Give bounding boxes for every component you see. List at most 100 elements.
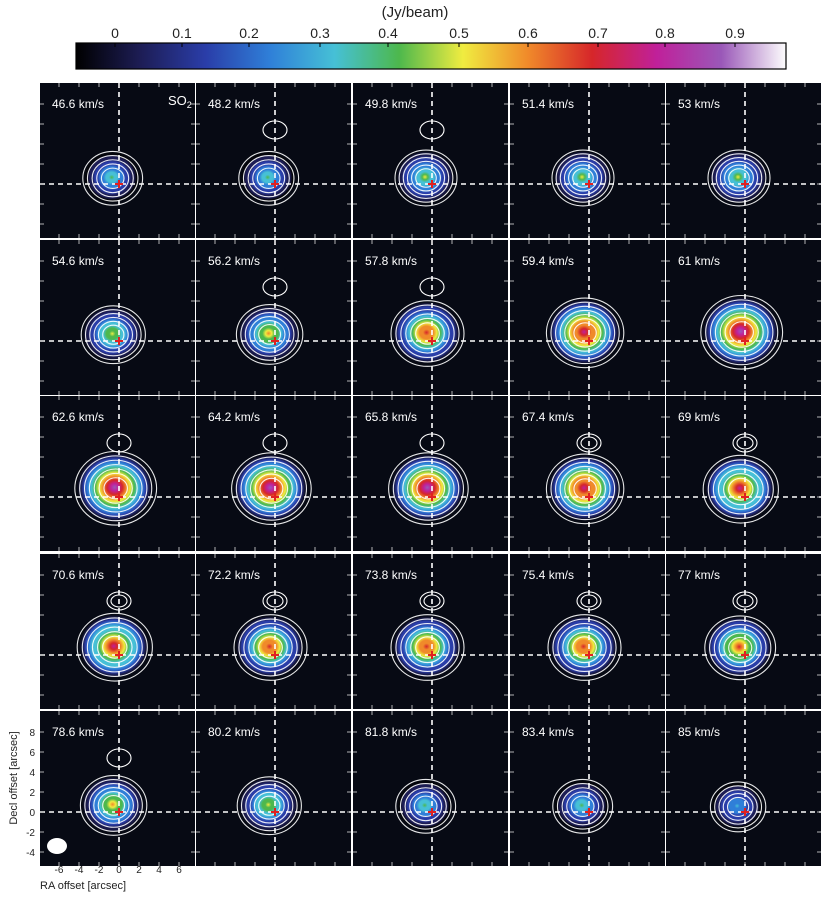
y-axis-label: Decl offset [arcsec] — [8, 731, 20, 825]
contour — [705, 299, 779, 366]
contour — [728, 636, 753, 659]
contour — [415, 636, 440, 659]
channel-panel: 77 km/s — [666, 554, 821, 709]
contour — [397, 460, 460, 517]
contour — [568, 318, 602, 348]
x-axis-label: RA offset [arcsec] — [40, 880, 127, 892]
y-tick-label: 2 — [29, 788, 35, 799]
contour — [93, 787, 134, 824]
contour — [256, 167, 281, 190]
colorbar-tick-label: 0.8 — [655, 25, 675, 41]
velocity-label: 49.8 km/s — [365, 97, 417, 111]
contour — [240, 307, 299, 361]
contour — [91, 626, 138, 668]
contour — [704, 615, 777, 681]
contour — [405, 313, 450, 354]
contour — [244, 311, 295, 357]
velocity-label: 62.6 km/s — [52, 410, 104, 424]
channel-panel: 57.8 km/s — [353, 240, 508, 395]
velocity-label: 77 km/s — [678, 568, 720, 582]
contour — [415, 322, 440, 345]
contour — [395, 778, 457, 834]
channel-panel: 72.2 km/s — [196, 554, 351, 709]
velocity-label: 85 km/s — [678, 725, 720, 739]
contour — [572, 168, 594, 188]
contour — [252, 163, 286, 194]
velocity-label: 53 km/s — [678, 97, 720, 111]
contour — [388, 452, 469, 525]
contour — [563, 160, 603, 196]
colorbar-title: (Jy/beam) — [381, 4, 449, 21]
contour — [561, 787, 604, 826]
contour — [88, 782, 139, 828]
contour — [253, 631, 288, 664]
contour — [96, 163, 130, 194]
contour — [556, 783, 609, 830]
colorbar-tick-label: 0 — [111, 25, 119, 41]
contour — [707, 149, 771, 207]
contour — [235, 303, 304, 365]
contour — [410, 317, 445, 350]
velocity-label: 57.8 km/s — [365, 254, 417, 268]
velocity-label: 69 km/s — [678, 410, 720, 424]
contour — [709, 781, 767, 833]
contour — [728, 477, 754, 501]
contour — [84, 309, 142, 361]
channel-panel: 67.4 km/s — [510, 396, 665, 551]
colorbar-tick-label: 0.6 — [518, 25, 538, 41]
contour — [557, 622, 612, 673]
contour — [236, 776, 302, 836]
contour — [406, 160, 446, 196]
channel-panel: 48.2 km/s — [196, 83, 351, 238]
contour — [245, 783, 294, 828]
y-tick-label: -2 — [26, 828, 35, 839]
contour — [84, 778, 143, 832]
contour — [98, 472, 133, 504]
y-tick-label: -4 — [26, 848, 35, 859]
velocity-label: 75.4 km/s — [522, 568, 574, 582]
colorbar-tick-label: 0.4 — [378, 25, 398, 41]
velocity-label: 51.4 km/s — [522, 97, 574, 111]
channel-panel: 59.4 km/s — [510, 240, 665, 395]
contour — [547, 614, 622, 681]
velocity-label: 48.2 km/s — [208, 97, 260, 111]
contour — [103, 477, 128, 500]
contour — [79, 455, 153, 522]
contour — [568, 164, 598, 192]
contour — [555, 461, 616, 517]
contour — [714, 785, 763, 829]
contour — [555, 305, 616, 361]
channel-panel: 62.6 km/s — [40, 396, 195, 551]
contour — [86, 155, 139, 202]
contour — [238, 150, 300, 206]
contour — [254, 473, 289, 504]
x-tick-label: -2 — [95, 865, 104, 876]
contour — [390, 614, 465, 681]
contour — [718, 628, 762, 668]
contour — [562, 627, 607, 668]
channel-panel: 56.2 km/s — [196, 240, 351, 395]
velocity-label: 73.8 km/s — [365, 568, 417, 582]
contour — [555, 153, 611, 203]
contour — [718, 789, 758, 825]
contour — [82, 150, 144, 206]
colorbar-tick-label: 0.9 — [725, 25, 745, 41]
x-tick-label: 0 — [116, 865, 122, 876]
contour — [235, 456, 308, 521]
contour — [566, 791, 600, 822]
contour — [242, 155, 295, 202]
velocity-label: 54.6 km/s — [52, 254, 104, 268]
contour — [80, 305, 146, 365]
contour — [253, 320, 286, 349]
contour — [545, 453, 625, 525]
contour — [399, 783, 452, 830]
contour — [411, 473, 446, 504]
contour — [573, 322, 597, 344]
contour — [258, 795, 281, 816]
contour — [97, 791, 130, 820]
contour — [102, 635, 128, 659]
contour — [249, 469, 293, 508]
contour — [258, 324, 282, 345]
contour — [717, 468, 764, 510]
channel-panel: 64.2 km/s — [196, 396, 351, 551]
